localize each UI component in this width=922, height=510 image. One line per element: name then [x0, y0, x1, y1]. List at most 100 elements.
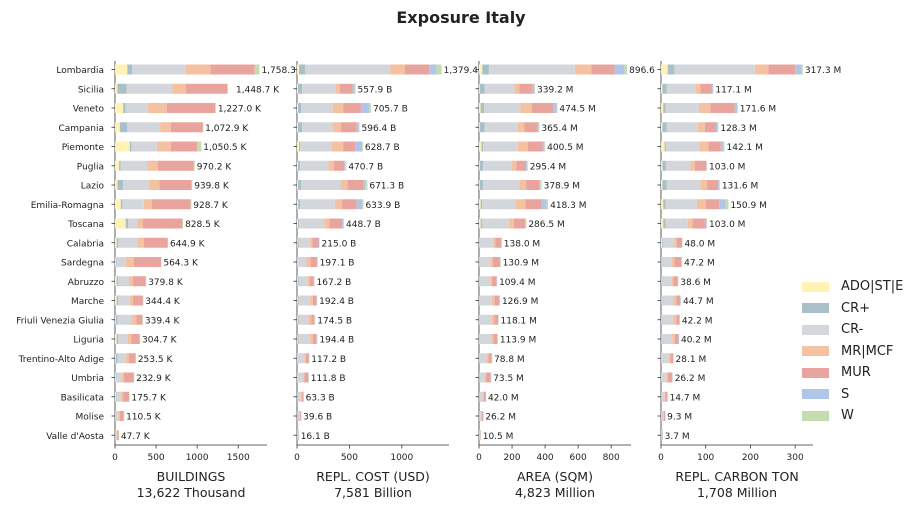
bar-segment: [301, 391, 304, 402]
legend-swatch: [802, 410, 829, 421]
bar-segment: [661, 295, 663, 306]
bar-segment: [117, 353, 126, 364]
bar-segment: [329, 218, 343, 229]
bar-segment: [132, 64, 186, 75]
category-label: Veneto: [73, 105, 105, 115]
bar-segment: [479, 160, 480, 171]
bar-segment: [695, 83, 701, 94]
bar-total-label: 470.7 B: [348, 162, 383, 172]
x-tick-label: 800: [603, 453, 620, 463]
bar-segment: [519, 180, 527, 190]
x-tick-label: 200: [503, 453, 520, 463]
bar-segment: [673, 314, 677, 325]
bar-segment: [304, 353, 306, 364]
bar-segment: [118, 276, 129, 287]
bar-segment: [312, 295, 317, 306]
bar-segment: [661, 391, 665, 402]
bar-segment: [115, 314, 116, 325]
bar-total-label: 109.4 M: [499, 278, 535, 288]
bar-segment: [115, 353, 116, 364]
bar-segment: [298, 237, 311, 248]
bar-segment: [715, 122, 718, 133]
x-tick-label: 1000: [186, 453, 209, 463]
bar-segment: [136, 314, 143, 325]
bar-segment: [297, 64, 300, 75]
x-tick-label: 1000: [390, 453, 413, 463]
bar-segment: [479, 199, 481, 210]
bar-segment: [297, 237, 299, 248]
bar-segment: [661, 237, 663, 248]
bar-segment: [143, 199, 152, 210]
bar-segment: [480, 334, 492, 344]
category-label: Molise: [76, 413, 105, 423]
bar-segment: [479, 180, 484, 190]
bar-segment: [676, 237, 683, 248]
bar-segment: [614, 64, 625, 75]
bar-segment: [115, 64, 128, 75]
bar-total-label: 167.2 B: [317, 278, 352, 288]
bar-segment: [676, 314, 680, 325]
bar-total-label: 111.8 B: [311, 374, 346, 384]
legend-item: CR+: [802, 298, 903, 320]
bar-segment: [665, 391, 668, 402]
bar-total-label: 171.6 M: [740, 105, 776, 115]
bar-total-label: 194.4 B: [319, 336, 354, 346]
chart-title: Exposure Italy: [396, 8, 526, 27]
bar-segment: [331, 141, 344, 152]
bar-segment: [483, 141, 518, 152]
bar-segment: [667, 372, 673, 383]
bar-segment: [480, 276, 491, 287]
bar-segment: [342, 199, 357, 210]
bar-segment: [480, 218, 483, 229]
legend-label: W: [841, 408, 854, 424]
bar-segment: [125, 257, 134, 267]
bar-total-label: 73.5 M: [493, 374, 524, 384]
bar-total-label: 118.1 M: [501, 316, 537, 326]
bar-segment: [737, 103, 738, 113]
bar-segment: [298, 122, 303, 133]
bar-total-label: 117.1 M: [715, 85, 751, 95]
bar-total-label: 131.6 M: [722, 182, 758, 192]
bar-total-label: 126.9 M: [502, 297, 538, 307]
category-label: Sicilia: [78, 85, 104, 95]
bar-segment: [297, 122, 299, 133]
bar-segment: [297, 276, 298, 287]
bar-segment: [305, 353, 309, 364]
bar-segment: [343, 141, 356, 152]
bar-segment: [308, 372, 309, 383]
bar-segment: [297, 430, 299, 441]
bar-segment: [541, 199, 547, 210]
legend-item: ADO|ST|E: [802, 276, 903, 298]
bar-segment: [491, 295, 495, 306]
bar-segment: [661, 83, 663, 94]
bar-segment: [116, 295, 119, 306]
bar-total-label: 344.4 K: [145, 297, 181, 307]
bar-total-label: 286.5 M: [528, 220, 564, 230]
bar-segment: [574, 64, 592, 75]
x-tick-label: 200: [742, 453, 759, 463]
bar-segment: [115, 391, 116, 402]
legend-item: CR-: [802, 319, 903, 341]
bar-segment: [479, 353, 487, 364]
legend-label: CR-: [841, 322, 864, 338]
bar-segment: [356, 122, 359, 133]
bar-segment: [127, 122, 161, 133]
legend-label: ADO|ST|E: [841, 279, 904, 295]
bar-segment: [479, 141, 482, 152]
bar-segment: [116, 257, 126, 267]
bar-total-label: 197.1 B: [320, 259, 355, 269]
bar-segment: [664, 141, 666, 152]
bar-total-label: 78.8 M: [494, 355, 525, 365]
bar-segment: [115, 160, 120, 171]
bar-segment: [795, 64, 802, 75]
bar-segment: [297, 237, 298, 248]
bar-segment: [115, 257, 117, 267]
bar-segment: [661, 180, 663, 190]
bar-segment: [310, 295, 313, 306]
bar-segment: [297, 257, 299, 267]
bar-segment: [143, 237, 168, 248]
bar-segment: [725, 199, 729, 210]
bar-segment: [662, 122, 667, 133]
category-label: Lazio: [81, 182, 105, 192]
bar-segment: [369, 103, 371, 113]
